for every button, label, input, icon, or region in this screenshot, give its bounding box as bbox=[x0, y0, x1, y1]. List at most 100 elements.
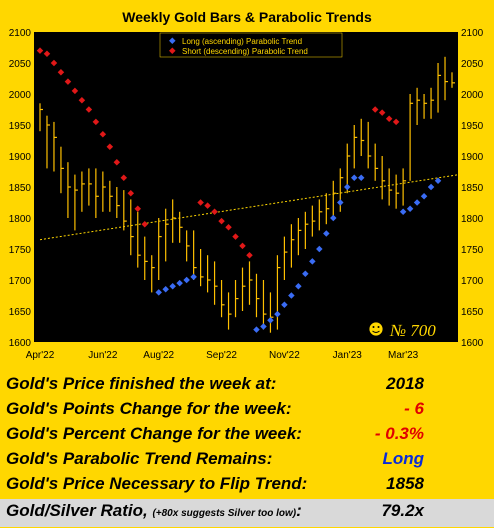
short-parabolic-dot bbox=[120, 174, 128, 181]
stat-value: Long bbox=[382, 449, 424, 468]
y-tick-label-right: 1950 bbox=[461, 121, 484, 132]
short-parabolic-dot bbox=[218, 217, 225, 225]
short-parabolic-dot bbox=[78, 96, 86, 104]
long-parabolic-dot bbox=[155, 289, 162, 296]
price-bar bbox=[213, 261, 218, 305]
price-bar bbox=[53, 121, 57, 172]
stat-label: Gold's Price Necessary to Flip Trend: bbox=[6, 474, 308, 493]
price-bar bbox=[374, 143, 379, 181]
price-bar bbox=[416, 87, 421, 125]
y-tick-label-right: 2100 bbox=[461, 28, 484, 39]
stat-value: 1858 bbox=[386, 474, 424, 493]
price-bar bbox=[102, 171, 106, 212]
long-parabolic-dot bbox=[260, 323, 267, 330]
price-bar bbox=[234, 280, 239, 318]
long-parabolic-dot bbox=[399, 208, 407, 216]
y-tick-label-right: 1650 bbox=[461, 307, 484, 318]
smiley-eye-icon bbox=[372, 326, 375, 328]
price-bar bbox=[451, 72, 455, 88]
ratio-colon: : bbox=[296, 501, 302, 520]
price-bar bbox=[402, 168, 407, 206]
long-parabolic-dot bbox=[309, 258, 316, 265]
long-parabolic-dot bbox=[350, 174, 358, 181]
price-bar bbox=[88, 168, 92, 206]
x-tick-label: Aug'22 bbox=[143, 350, 174, 361]
price-bar bbox=[353, 125, 358, 169]
y-tick-label-right: 1800 bbox=[461, 214, 484, 225]
stat-label: Gold's Parabolic Trend Remains: bbox=[6, 449, 273, 468]
long-parabolic-dot bbox=[406, 205, 414, 212]
long-parabolic-dot bbox=[281, 301, 288, 309]
price-bar bbox=[304, 211, 309, 249]
price-bar bbox=[332, 180, 337, 218]
y-tick-label-right: 1750 bbox=[461, 245, 484, 256]
x-tick-label: Sep'22 bbox=[206, 350, 237, 361]
long-parabolic-dot bbox=[316, 245, 323, 253]
long-parabolic-dot bbox=[267, 317, 274, 324]
short-parabolic-dot bbox=[385, 115, 393, 123]
y-tick-label-right: 2050 bbox=[461, 59, 484, 70]
long-parabolic-dot bbox=[169, 282, 176, 290]
long-parabolic-dot bbox=[434, 177, 442, 185]
y-tick-label-left: 2000 bbox=[9, 90, 32, 101]
price-bar bbox=[311, 205, 316, 237]
stat-row-points-change: Gold's Points Change for the week: - 6 bbox=[0, 397, 494, 422]
price-bar bbox=[46, 115, 50, 169]
short-parabolic-dot bbox=[127, 189, 135, 197]
short-parabolic-dot bbox=[246, 251, 253, 259]
short-parabolic-dot bbox=[197, 199, 204, 206]
price-bar bbox=[262, 280, 267, 330]
y-tick-label-left: 1750 bbox=[9, 245, 32, 256]
long-parabolic-dot bbox=[427, 183, 435, 191]
price-bar bbox=[74, 174, 78, 231]
price-bar bbox=[123, 190, 127, 231]
stat-row-flip-price: Gold's Price Necessary to Flip Trend: 18… bbox=[0, 472, 494, 497]
legend-label: Short (descending) Parabolic Trend bbox=[182, 47, 308, 56]
legend-box bbox=[159, 32, 343, 58]
short-parabolic-dot bbox=[113, 158, 121, 166]
stat-label: Gold's Points Change for the week: bbox=[6, 399, 292, 418]
stat-row-gold-silver-ratio: Gold/Silver Ratio, (+80x suggests Silver… bbox=[0, 499, 494, 527]
price-bar bbox=[290, 224, 295, 268]
price-bar bbox=[444, 56, 449, 101]
price-bar bbox=[360, 118, 365, 156]
long-parabolic-dot bbox=[162, 286, 169, 293]
price-bar bbox=[172, 199, 176, 243]
long-parabolic-dot bbox=[323, 230, 330, 237]
smiley-eye-icon bbox=[377, 326, 380, 328]
short-parabolic-dot bbox=[106, 143, 114, 150]
chart-title: Weekly Gold Bars & Parabolic Trends bbox=[122, 9, 372, 25]
price-bar bbox=[144, 236, 148, 280]
x-tick-label: Jan'23 bbox=[333, 350, 363, 361]
price-bar bbox=[165, 208, 169, 262]
price-bar bbox=[206, 255, 211, 293]
price-bar bbox=[220, 280, 225, 318]
badge: № 700 bbox=[368, 321, 436, 340]
y-tick-label-left: 1600 bbox=[9, 338, 32, 349]
ratio-value: 79.2x bbox=[381, 501, 424, 520]
price-bar bbox=[430, 87, 435, 119]
short-parabolic-dot bbox=[239, 242, 246, 250]
long-parabolic-dot bbox=[337, 199, 344, 206]
stat-label: Gold's Percent Change for the week: bbox=[6, 424, 302, 443]
x-tick-label: Nov'22 bbox=[269, 350, 300, 361]
long-parabolic-dot bbox=[288, 292, 295, 299]
price-bar bbox=[255, 273, 260, 318]
price-bar bbox=[95, 168, 99, 218]
y-tick-label-right: 1700 bbox=[461, 276, 484, 287]
short-parabolic-dot bbox=[225, 224, 232, 231]
short-parabolic-dot bbox=[204, 202, 211, 209]
legend-long-icon bbox=[169, 37, 176, 45]
legend-label: Long (ascending) Parabolic Trend bbox=[182, 37, 302, 46]
x-tick-label: Apr'22 bbox=[26, 350, 55, 361]
price-bar bbox=[109, 180, 113, 212]
price-bar bbox=[297, 218, 302, 256]
short-parabolic-dot bbox=[134, 205, 142, 212]
price-bar bbox=[423, 94, 428, 119]
short-parabolic-dot bbox=[50, 59, 58, 67]
price-bar bbox=[130, 199, 134, 256]
long-parabolic-dot bbox=[413, 199, 421, 206]
ratio-label: Gold/Silver Ratio, bbox=[6, 501, 148, 520]
y-tick-label-right: 1900 bbox=[461, 152, 484, 163]
stat-value: - 0.3% bbox=[374, 424, 424, 443]
